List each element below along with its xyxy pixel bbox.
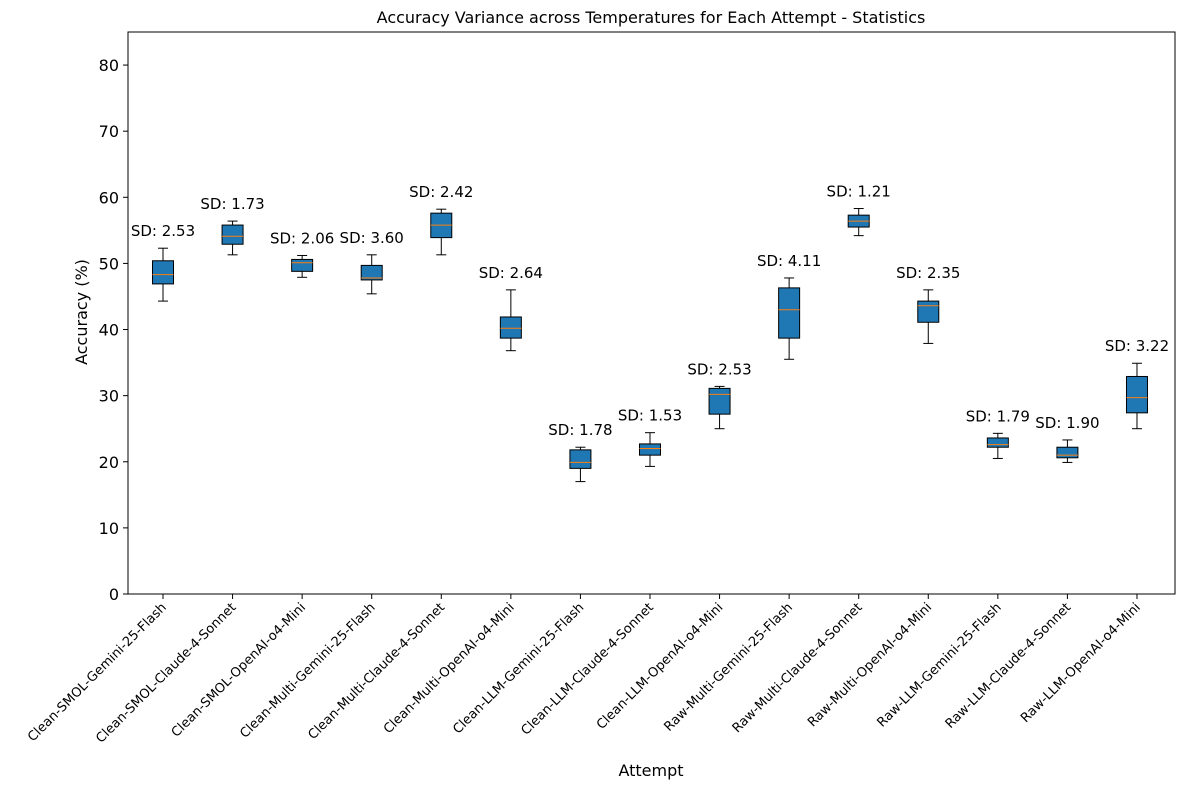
- y-tick-label: 50: [99, 254, 119, 273]
- x-tick-label: Raw-LLM-Claude-4-Sonnet: [943, 600, 1075, 732]
- plot-frame: [127, 31, 1176, 595]
- plot-area: 0 10 20 30 40 50 60 70 80 SD: 2.53 Clean-SMOL-Gemi…: [25, 31, 1176, 746]
- box-clean-llm-gemini-25-flash: [569, 449, 592, 469]
- box-clean-smol-openai-o4-mini: [291, 258, 314, 272]
- sd-label: SD: 3.22: [1105, 337, 1169, 355]
- y-tick-label: 0: [109, 585, 119, 604]
- y-tick-label: 60: [99, 188, 119, 207]
- box-raw-multi-gemini-25-flash: [778, 287, 801, 339]
- x-tick-label: Raw-Multi-OpenAI-o4-Mini: [805, 600, 935, 730]
- x-tick-label: Clean-SMOL-OpenAI-o4-Mini: [169, 600, 309, 740]
- y-tick-label: 40: [99, 321, 119, 340]
- y-tick-label: 70: [99, 122, 119, 141]
- sd-label: SD: 3.60: [340, 229, 404, 247]
- x-tick-label: Raw-LLM-OpenAI-o4-Mini: [1018, 600, 1144, 726]
- box-clean-smol-claude-4-sonnet: [221, 224, 244, 245]
- x-tick-label: Clean-LLM-Claude-4-Sonnet: [519, 600, 657, 738]
- sd-label: SD: 2.53: [687, 360, 751, 378]
- box-clean-llm-claude-4-sonnet: [638, 443, 661, 456]
- box-raw-llm-claude-4-sonnet: [1056, 446, 1079, 459]
- box-clean-smol-gemini-25-flash: [152, 260, 174, 285]
- sd-label: SD: 2.42: [409, 183, 473, 201]
- x-tick-label: Clean-Multi-Gemini-25-Flash: [237, 600, 378, 741]
- y-tick-label: 30: [99, 387, 119, 406]
- box-clean-llm-openai-o4-mini: [708, 387, 731, 415]
- x-tick-label: Raw-LLM-Gemini-25-Flash: [874, 600, 1004, 730]
- box-clean-multi-gemini-25-flash: [360, 264, 383, 281]
- box-raw-llm-openai-o4-mini: [1125, 375, 1148, 414]
- box-clean-multi-openai-o4-mini: [499, 316, 522, 339]
- sd-label: SD: 2.64: [479, 264, 543, 282]
- x-tick-label: Raw-Multi-Claude-4-Sonnet: [730, 600, 866, 736]
- sd-label: SD: 2.06: [270, 229, 334, 247]
- sd-label: SD: 1.90: [1035, 414, 1099, 432]
- y-axis-title: Accuracy (%): [72, 259, 91, 365]
- sd-label: SD: 2.35: [896, 264, 960, 282]
- sd-label: SD: 1.53: [618, 407, 682, 425]
- sd-label: SD: 1.78: [548, 421, 612, 439]
- y-tick-label: 80: [99, 56, 119, 75]
- box-raw-llm-gemini-25-flash: [986, 437, 1009, 448]
- y-tick-label: 10: [99, 519, 119, 538]
- sd-label: SD: 2.53: [131, 222, 195, 240]
- x-tick-label: Clean-SMOL-Gemini-25-Flash: [25, 600, 170, 745]
- sd-label: SD: 4.11: [757, 252, 821, 270]
- x-tick-label: Clean-LLM-Gemini-25-Flash: [450, 600, 587, 737]
- y-tick-label: 20: [99, 453, 119, 472]
- x-tick-label: Clean-Multi-Claude-4-Sonnet: [306, 600, 449, 743]
- x-tick-label: Raw-Multi-Gemini-25-Flash: [661, 600, 795, 734]
- x-tick-label: Clean-LLM-OpenAI-o4-Mini: [594, 600, 726, 732]
- box-raw-multi-openai-o4-mini: [917, 300, 940, 323]
- sd-label: SD: 1.73: [200, 195, 264, 213]
- sd-label: SD: 1.79: [966, 407, 1030, 425]
- x-tick-label: Clean-Multi-OpenAI-o4-Mini: [381, 600, 518, 737]
- x-axis-title: Attempt: [618, 761, 683, 780]
- chart-title: Accuracy Variance across Temperatures fo…: [377, 8, 926, 27]
- sd-label: SD: 1.21: [827, 183, 891, 201]
- x-tick-label: Clean-SMOL-Claude-4-Sonnet: [93, 600, 239, 746]
